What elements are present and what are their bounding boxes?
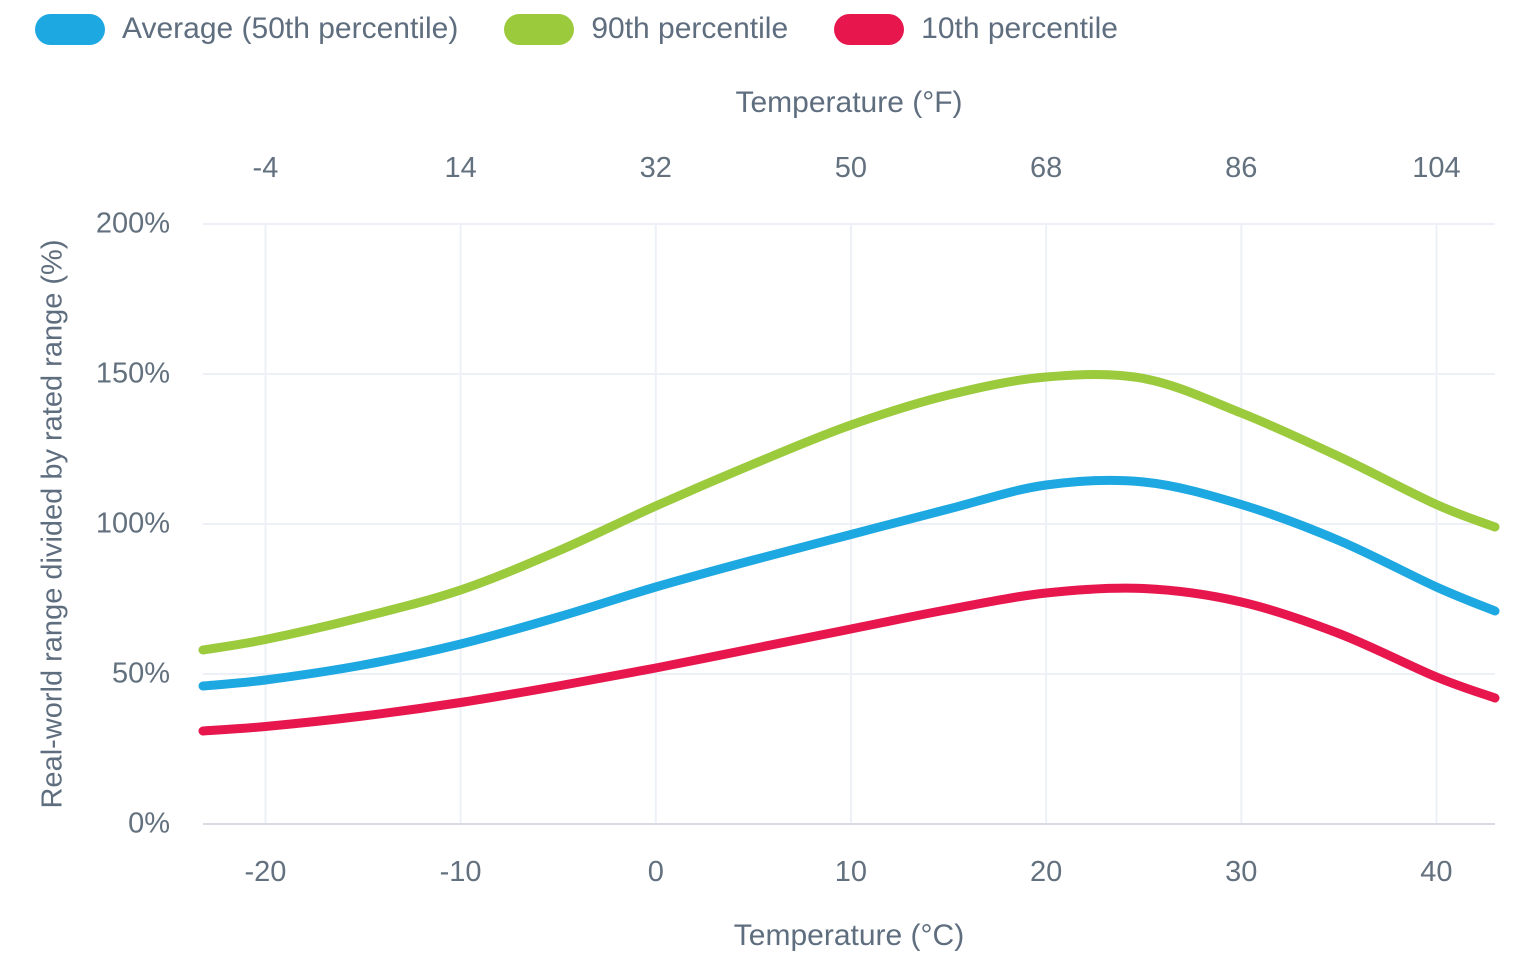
top-axis-tick-labels: -4 14 32 50 68 86 104 bbox=[203, 152, 1495, 190]
plot-area bbox=[198, 223, 1500, 825]
x-tick-label-f: 68 bbox=[1029, 152, 1063, 184]
x-tick-label-f: 14 bbox=[444, 152, 477, 184]
legend-item: 90th percentile bbox=[504, 12, 788, 46]
x-tick-label-c: 0 bbox=[647, 856, 664, 888]
y-tick-label: 100% bbox=[95, 507, 170, 540]
legend-swatch-icon bbox=[35, 13, 105, 45]
top-axis-title: Temperature (°F) bbox=[735, 86, 963, 119]
series-line-90th-percentile bbox=[198, 369, 1500, 655]
y-tick-label: 50% bbox=[111, 657, 170, 690]
legend-swatch-icon bbox=[834, 13, 905, 45]
x-tick-label-c: 40 bbox=[1420, 856, 1453, 888]
chart-canvas bbox=[198, 223, 1500, 825]
x-tick-label-f: 50 bbox=[834, 152, 868, 184]
bottom-axis-title: Temperature (°C) bbox=[733, 919, 965, 952]
series-line-average-50th-percentile bbox=[198, 475, 1500, 691]
y-axis-tick-labels: 0% 50% 100% 150% 200% bbox=[0, 208, 188, 840]
legend-label: 10th percentile bbox=[921, 12, 1118, 45]
legend-label: Average (50th percentile) bbox=[122, 12, 459, 45]
legend-label: 90th percentile bbox=[591, 12, 789, 45]
legend-item: Average (50th percentile) bbox=[35, 12, 458, 46]
x-tick-label-f: 104 bbox=[1412, 152, 1461, 184]
x-tick-label-c: 20 bbox=[1029, 856, 1063, 888]
legend: Average (50th percentile) 90th percentile… bbox=[35, 12, 1118, 46]
x-tick-label-c: -10 bbox=[439, 856, 482, 888]
y-tick-label: 150% bbox=[95, 357, 170, 390]
x-tick-label-c: 30 bbox=[1225, 856, 1258, 888]
x-tick-label-f: -4 bbox=[252, 152, 279, 184]
y-tick-label: 0% bbox=[128, 807, 170, 840]
bottom-axis-tick-labels: -20 -10 0 10 20 30 40 bbox=[203, 856, 1495, 894]
legend-item: 10th percentile bbox=[834, 12, 1118, 46]
legend-swatch-icon bbox=[504, 13, 575, 45]
x-tick-label-c: -20 bbox=[244, 856, 287, 888]
x-tick-label-f: 86 bbox=[1225, 152, 1258, 184]
y-tick-label: 200% bbox=[95, 207, 170, 240]
x-tick-label-f: 32 bbox=[639, 152, 672, 184]
series-line-10th-percentile bbox=[198, 583, 1500, 736]
x-tick-label-c: 10 bbox=[834, 856, 868, 888]
